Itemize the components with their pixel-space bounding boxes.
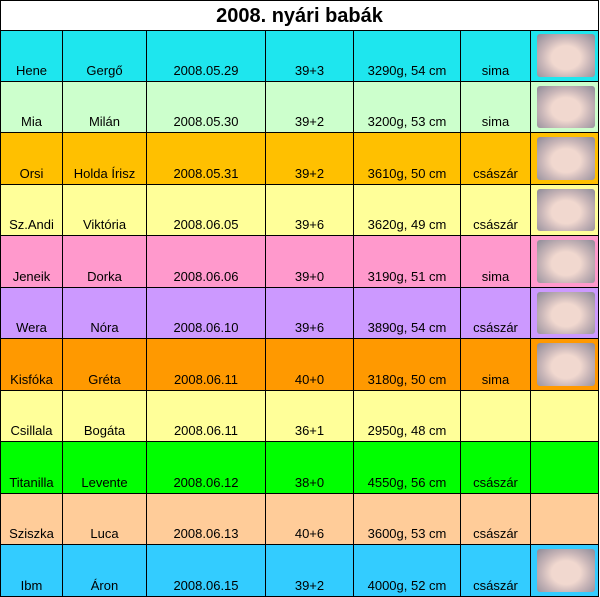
table-cell: 3600g, 53 cm xyxy=(354,493,461,545)
table-cell: 3890g, 54 cm xyxy=(354,287,461,339)
photo-cell xyxy=(531,442,599,494)
baby-photo xyxy=(537,240,595,283)
table-cell: sima xyxy=(461,30,531,82)
table-cell: sima xyxy=(461,236,531,288)
table-cell: Mia xyxy=(0,81,63,133)
table-cell: Sz.Andi xyxy=(0,184,63,236)
table-cell: Dorka xyxy=(63,236,147,288)
table-cell: 2008.05.31 xyxy=(147,133,266,185)
table-cell: Bogáta xyxy=(63,390,147,442)
table-cell: Viktória xyxy=(63,184,147,236)
photo-cell xyxy=(531,493,599,545)
baby-photo xyxy=(537,137,595,180)
table-cell: Milán xyxy=(63,81,147,133)
table-cell: 2008.05.30 xyxy=(147,81,266,133)
baby-photo xyxy=(537,34,595,77)
table-cell: 39+2 xyxy=(266,81,354,133)
baby-photo xyxy=(537,291,595,334)
table-cell: 4550g, 56 cm xyxy=(354,442,461,494)
table-cell: 39+3 xyxy=(266,30,354,82)
table-cell: Nóra xyxy=(63,287,147,339)
table-cell: 3290g, 54 cm xyxy=(354,30,461,82)
table-cell: 3180g, 50 cm xyxy=(354,339,461,391)
table-cell: Ibm xyxy=(0,545,63,597)
table-cell: császár xyxy=(461,493,531,545)
title: 2008. nyári babák xyxy=(0,0,599,30)
table-cell: 2008.06.05 xyxy=(147,184,266,236)
table-cell: 3190g, 51 cm xyxy=(354,236,461,288)
table-cell: Holda Írisz xyxy=(63,133,147,185)
table-cell: Áron xyxy=(63,545,147,597)
table-cell: Csillala xyxy=(0,390,63,442)
table-cell: Levente xyxy=(63,442,147,494)
table-cell: Gergő xyxy=(63,30,147,82)
table-cell: 2008.06.13 xyxy=(147,493,266,545)
photo-cell xyxy=(531,390,599,442)
table-cell: 2008.06.11 xyxy=(147,390,266,442)
table-cell: császár xyxy=(461,442,531,494)
baby-photo xyxy=(537,85,595,128)
table-cell: 3200g, 53 cm xyxy=(354,81,461,133)
table-cell: 39+0 xyxy=(266,236,354,288)
table-cell: Luca xyxy=(63,493,147,545)
table-cell: 39+6 xyxy=(266,184,354,236)
table-cell: 2008.06.12 xyxy=(147,442,266,494)
table-cell: Jeneik xyxy=(0,236,63,288)
baby-photo xyxy=(537,343,595,386)
table-cell: sima xyxy=(461,339,531,391)
table-cell: 2008.05.29 xyxy=(147,30,266,82)
table-cell: 2008.06.15 xyxy=(147,545,266,597)
baby-photo xyxy=(537,549,595,592)
baby-photo xyxy=(537,188,595,231)
table-cell: 39+6 xyxy=(266,287,354,339)
table-cell: 2008.06.06 xyxy=(147,236,266,288)
table-cell: 39+2 xyxy=(266,133,354,185)
table-cell: császár xyxy=(461,545,531,597)
table-cell: Titanilla xyxy=(0,442,63,494)
table-cell: Orsi xyxy=(0,133,63,185)
table-cell: sima xyxy=(461,81,531,133)
table-cell: Gréta xyxy=(63,339,147,391)
table-cell: 2950g, 48 cm xyxy=(354,390,461,442)
table-cell: Wera xyxy=(0,287,63,339)
table-cell: 3610g, 50 cm xyxy=(354,133,461,185)
table-cell: császár xyxy=(461,133,531,185)
table-cell: 4000g, 52 cm xyxy=(354,545,461,597)
table-cell: 2008.06.10 xyxy=(147,287,266,339)
table-cell: 40+0 xyxy=(266,339,354,391)
table-cell: 40+6 xyxy=(266,493,354,545)
table-cell: 3620g, 49 cm xyxy=(354,184,461,236)
table-cell: 39+2 xyxy=(266,545,354,597)
table-cell xyxy=(461,390,531,442)
table-cell: 38+0 xyxy=(266,442,354,494)
table-cell: császár xyxy=(461,184,531,236)
table-cell: Sziszka xyxy=(0,493,63,545)
table-cell: 2008.06.11 xyxy=(147,339,266,391)
table-cell: császár xyxy=(461,287,531,339)
table-cell: Kisfóka xyxy=(0,339,63,391)
table-cell: Hene xyxy=(0,30,63,82)
table-cell: 36+1 xyxy=(266,390,354,442)
